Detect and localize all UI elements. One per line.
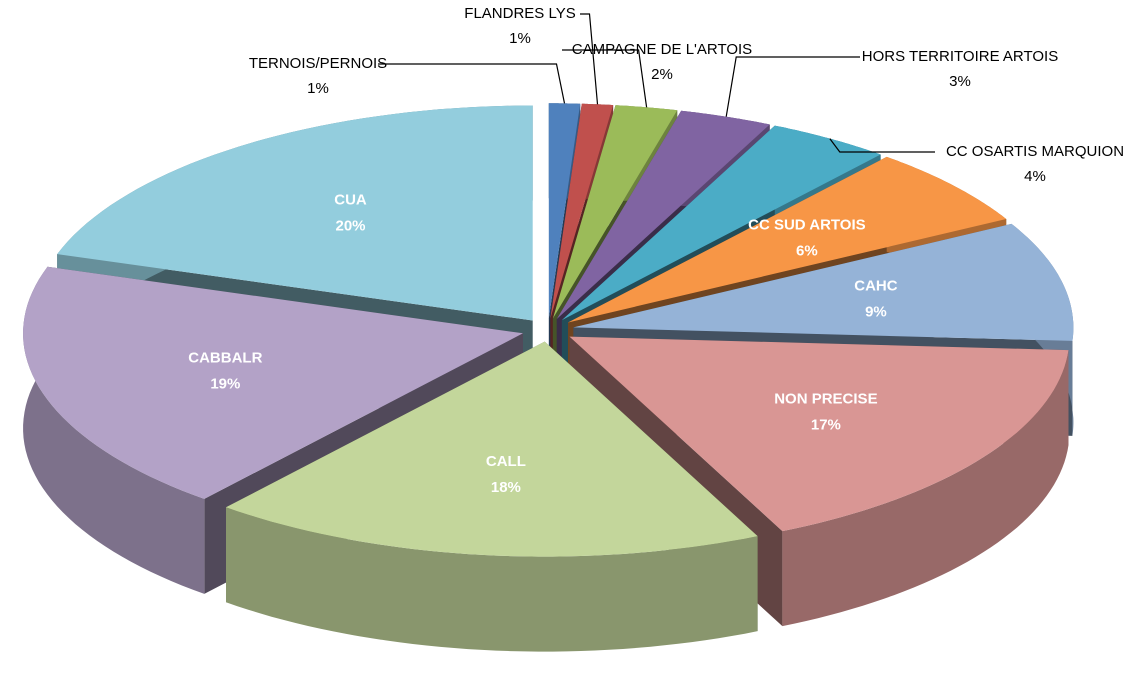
slice: [550, 103, 614, 319]
slice-outer-wall: [226, 507, 758, 652]
slice: [561, 125, 881, 321]
value-label: 2%: [651, 66, 673, 83]
slice: [573, 223, 1074, 341]
slice: [569, 336, 1069, 532]
value-label: 3%: [949, 73, 971, 90]
category-label: CAMPAGNE DE L'ARTOIS: [572, 41, 752, 58]
category-label: CAHC: [854, 277, 897, 294]
leader-line: [580, 13, 599, 105]
value-label: 19%: [210, 375, 240, 392]
slice-outer-wall: [782, 350, 1069, 627]
slice: [552, 105, 678, 319]
leader-line: [378, 63, 566, 104]
leader-line: [562, 49, 648, 108]
slice: [556, 110, 770, 319]
value-label: 4%: [1024, 168, 1046, 185]
value-label: 20%: [335, 218, 365, 235]
category-label: FLANDRES LYS: [464, 5, 575, 22]
value-label: 6%: [796, 243, 818, 260]
slice: [226, 341, 758, 557]
value-label: 1%: [307, 80, 329, 97]
slice: [57, 105, 533, 321]
slice: [23, 266, 523, 499]
category-label: TERNOIS/PERNOIS: [249, 55, 387, 72]
labels: TERNOIS/PERNOIS 1% FLANDRES LYS 1% CAMPAGNE …: [188, 5, 1124, 496]
value-label: 18%: [491, 479, 521, 496]
leader-line: [829, 138, 935, 153]
value-label: 1%: [509, 30, 531, 47]
category-label: CC OSARTIS MARQUION: [946, 143, 1124, 160]
value-label: 9%: [865, 303, 887, 320]
category-label: CC SUD ARTOIS: [748, 217, 866, 234]
category-label: CABBALR: [188, 349, 262, 366]
slice-outer-wall: [23, 266, 205, 594]
slice: [548, 103, 581, 319]
category-label: NON PRECISE: [774, 390, 877, 407]
value-label: 17%: [811, 416, 841, 433]
category-label: CALL: [486, 453, 526, 470]
slice-tops: [23, 103, 1074, 557]
category-label: HORS TERRITOIRE ARTOIS: [862, 48, 1058, 65]
slice: [568, 156, 1007, 323]
category-label: CUA: [334, 192, 367, 209]
leader-line: [725, 56, 860, 117]
